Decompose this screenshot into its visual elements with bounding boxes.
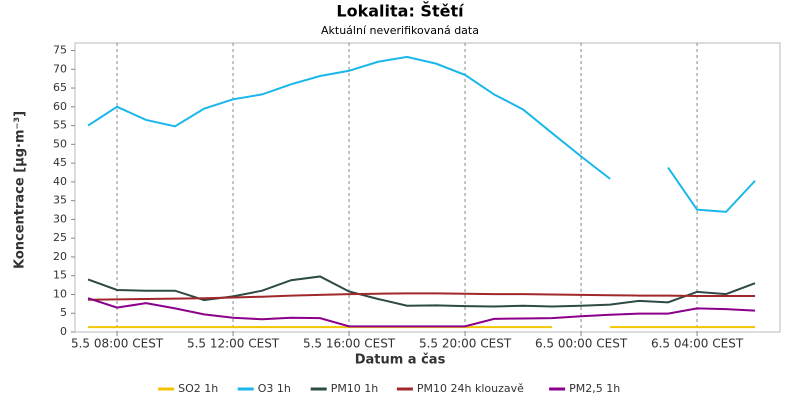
y-tick-label: 15	[53, 269, 67, 282]
x-tick-label: 5.5 16:00 CEST	[303, 337, 396, 351]
chart-title: Lokalita: Štětí	[336, 2, 465, 21]
legend-label: PM2,5 1h	[569, 382, 620, 395]
y-tick-label: 5	[60, 306, 67, 319]
x-tick-label: 5.5 12:00 CEST	[187, 337, 280, 351]
x-tick-label: 5.5 08:00 CEST	[71, 337, 164, 351]
x-tick-label: 6.5 00:00 CEST	[535, 337, 628, 351]
series-line	[88, 292, 756, 301]
plot-frame	[74, 42, 781, 333]
y-tick-label: 45	[53, 156, 67, 169]
y-tick-label: 20	[53, 250, 67, 263]
y-tick-label: 25	[53, 231, 67, 244]
series-line	[87, 275, 756, 308]
y-tick-label: 60	[53, 100, 67, 113]
y-tick-label: 35	[53, 194, 67, 207]
y-tick-label: 70	[53, 62, 67, 75]
y-axis-label: Koncentrace [µg·m⁻³]	[13, 111, 28, 269]
chart-subtitle: Aktuální neverifikovaná data	[321, 24, 479, 37]
y-tick-label: 10	[53, 287, 67, 300]
y-tick-label: 30	[53, 212, 67, 225]
x-tick-label: 5.5 20:00 CEST	[419, 337, 512, 351]
legend-label: PM10 1h	[331, 382, 379, 395]
y-tick-label: 50	[53, 137, 67, 150]
x-axis-label: Datum a čas	[355, 353, 446, 368]
x-tick-label: 6.5 04:00 CEST	[651, 337, 744, 351]
legend-label: O3 1h	[258, 382, 291, 395]
legend-label: PM10 24h klouzavě	[417, 382, 524, 395]
series-line	[87, 297, 756, 328]
y-tick-label: 40	[53, 175, 67, 188]
legend-label: SO2 1h	[178, 382, 218, 395]
y-tick-label: 0	[60, 325, 67, 338]
y-tick-label: 75	[53, 44, 67, 57]
series-line	[87, 55, 756, 213]
y-tick-label: 55	[53, 119, 67, 132]
y-tick-label: 65	[53, 81, 67, 94]
